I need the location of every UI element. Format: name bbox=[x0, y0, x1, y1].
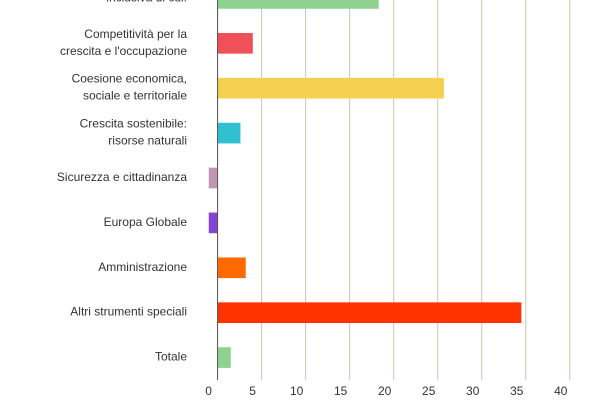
label-line: Coesione economica, bbox=[72, 72, 187, 86]
bar bbox=[208, 212, 218, 234]
y-tick-label: Sicurezza e cittadinanza bbox=[57, 170, 187, 184]
bar bbox=[217, 122, 241, 144]
bar bbox=[217, 302, 522, 323]
label-line: Altri strumenti speciali bbox=[70, 305, 187, 319]
bar bbox=[217, 77, 444, 99]
x-tick-label: 10 bbox=[290, 384, 304, 398]
x-tick-label: 35 bbox=[510, 384, 524, 398]
label-line: Sicurezza e cittadinanza bbox=[57, 170, 187, 184]
label-line: inclusiva di cui: bbox=[106, 0, 187, 5]
x-tick-label: 30 bbox=[466, 384, 480, 398]
label-line: sociale e territoriale bbox=[83, 89, 187, 103]
label-line: Amministrazione bbox=[98, 260, 187, 274]
label-line: Crescita sostenibile: bbox=[80, 117, 187, 131]
label-line: risorse naturali bbox=[108, 134, 187, 148]
y-tick-label: Europa Globale bbox=[104, 215, 188, 229]
x-tick-label: 15 bbox=[334, 384, 348, 398]
x-tick-label: 20 bbox=[378, 384, 392, 398]
bar bbox=[208, 167, 218, 189]
y-tick-label: inclusiva di cui: bbox=[106, 0, 187, 5]
x-tick-label: 25 bbox=[422, 384, 436, 398]
label-line: Totale bbox=[155, 350, 187, 364]
x-tick-label: 0 bbox=[205, 384, 212, 398]
bar bbox=[217, 347, 231, 368]
label-line: Competitività per la bbox=[84, 27, 187, 41]
x-tick-label: 5 bbox=[249, 384, 256, 398]
y-tick-label: Altri strumenti speciali bbox=[70, 305, 187, 319]
y-tick-label: Amministrazione bbox=[98, 260, 187, 274]
y-tick-label: Crescita sostenibile: risorse naturali bbox=[80, 117, 187, 148]
bar bbox=[217, 0, 379, 9]
x-tick-label: 40 bbox=[554, 384, 568, 398]
bar bbox=[217, 257, 246, 279]
y-tick-label: Coesione economica, sociale e territorial… bbox=[72, 72, 188, 103]
bar bbox=[217, 33, 253, 54]
y-tick-label: Competitività per la crescita e l'occupaz… bbox=[60, 27, 187, 58]
label-line: crescita e l'occupazione bbox=[60, 44, 187, 58]
y-tick-label: Totale bbox=[155, 350, 187, 364]
label-line: Europa Globale bbox=[104, 215, 188, 229]
